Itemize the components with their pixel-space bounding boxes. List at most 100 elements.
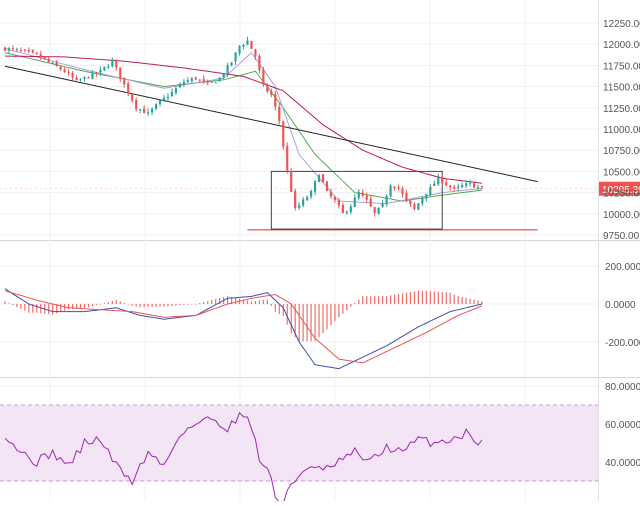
candle-body[interactable] [190, 78, 193, 82]
candle-body[interactable] [115, 60, 118, 68]
candle-body[interactable] [194, 77, 197, 80]
candle-body[interactable] [206, 82, 209, 84]
candle-body[interactable] [309, 190, 313, 197]
candle-body[interactable] [286, 146, 289, 171]
candle-body[interactable] [393, 186, 396, 189]
candle-body[interactable] [242, 44, 245, 47]
candle-body[interactable] [480, 186, 484, 188]
candle-body[interactable] [353, 197, 356, 207]
candle-body[interactable] [306, 197, 309, 201]
candle-body[interactable] [357, 191, 360, 198]
candle-body[interactable] [401, 188, 404, 194]
candle-body[interactable] [274, 93, 277, 107]
candle-body[interactable] [218, 77, 221, 82]
candle-body[interactable] [421, 197, 424, 204]
candle-body[interactable] [55, 61, 58, 67]
candle-body[interactable] [329, 191, 333, 197]
candle-body[interactable] [51, 62, 54, 64]
candle-body[interactable] [119, 67, 122, 79]
candle-body[interactable] [222, 74, 225, 78]
rsi-panel[interactable] [0, 404, 598, 501]
candle-body[interactable] [23, 49, 26, 51]
candle-body[interactable] [79, 79, 82, 81]
candle-body[interactable] [441, 176, 444, 184]
candle-body[interactable] [246, 40, 249, 45]
candle-body[interactable] [131, 94, 134, 101]
candle-body[interactable] [174, 88, 178, 93]
candle-body[interactable] [468, 182, 472, 184]
candle-body[interactable] [59, 66, 62, 70]
candle-body[interactable] [27, 49, 30, 52]
candle-body[interactable] [341, 205, 344, 213]
candle-body[interactable] [230, 62, 233, 66]
candle-body[interactable] [202, 78, 205, 82]
candle-body[interactable] [254, 49, 257, 57]
candle-body[interactable] [294, 191, 297, 208]
candle-body[interactable] [461, 185, 464, 188]
candle-body[interactable] [67, 72, 70, 74]
candle-body[interactable] [123, 77, 126, 85]
trendline[interactable] [4, 65, 538, 183]
candle-body[interactable] [158, 100, 162, 105]
candle-body[interactable] [75, 77, 78, 80]
price-panel[interactable]: 10295.39 [0, 36, 640, 231]
candle-body[interactable] [266, 84, 269, 92]
candle-body[interactable] [278, 106, 281, 121]
candle-body[interactable] [262, 69, 265, 85]
candle-body[interactable] [11, 48, 15, 50]
candle-body[interactable] [413, 204, 416, 209]
candle-body[interactable] [369, 198, 372, 207]
candle-body[interactable] [166, 96, 170, 99]
candle-body[interactable] [282, 121, 285, 147]
candle-body[interactable] [19, 49, 22, 51]
candle-body[interactable] [317, 175, 321, 183]
candle-body[interactable] [186, 80, 189, 82]
candle-body[interactable] [178, 84, 181, 88]
candle-body[interactable] [154, 104, 158, 109]
range-box[interactable] [270, 170, 443, 230]
candle-body[interactable] [47, 58, 50, 62]
candle-body[interactable] [111, 60, 114, 67]
candle-body[interactable] [270, 91, 273, 95]
candle-body[interactable] [91, 72, 94, 79]
candle-body[interactable] [3, 47, 7, 51]
candle-body[interactable] [143, 108, 146, 114]
candle-body[interactable] [258, 55, 261, 71]
candle-body[interactable] [31, 50, 34, 53]
candle-body[interactable] [476, 186, 480, 188]
candle-body[interactable] [457, 186, 460, 188]
candle-body[interactable] [95, 72, 98, 74]
candle-body[interactable] [290, 171, 293, 192]
candle-body[interactable] [35, 52, 38, 54]
candle-body[interactable] [472, 183, 476, 188]
candle-body[interactable] [345, 211, 348, 213]
candle-body[interactable] [465, 183, 468, 186]
candle-body[interactable] [39, 54, 42, 58]
macd-panel[interactable] [4, 288, 483, 370]
candle-body[interactable] [150, 108, 154, 113]
candle-body[interactable] [337, 199, 340, 206]
candle-body[interactable] [210, 81, 213, 83]
candle-body[interactable] [433, 183, 436, 186]
candle-body[interactable] [333, 197, 337, 201]
candle-body[interactable] [437, 176, 440, 185]
candle-body[interactable] [377, 207, 380, 214]
candle-body[interactable] [71, 72, 74, 78]
candle-body[interactable] [325, 181, 329, 191]
candle-body[interactable] [321, 174, 325, 183]
candle-body[interactable] [429, 186, 432, 196]
candle-body[interactable] [63, 69, 66, 73]
candle-body[interactable] [453, 186, 456, 189]
candle-body[interactable] [238, 45, 241, 54]
candle-body[interactable] [361, 192, 364, 196]
candle-body[interactable] [397, 187, 400, 189]
candle-body[interactable] [127, 83, 130, 94]
candle-body[interactable] [198, 79, 201, 81]
candle-body[interactable] [381, 203, 384, 207]
candle-body[interactable] [147, 112, 150, 114]
candle-body[interactable] [425, 194, 428, 199]
candle-body[interactable] [417, 203, 420, 210]
candle-body[interactable] [449, 185, 452, 188]
